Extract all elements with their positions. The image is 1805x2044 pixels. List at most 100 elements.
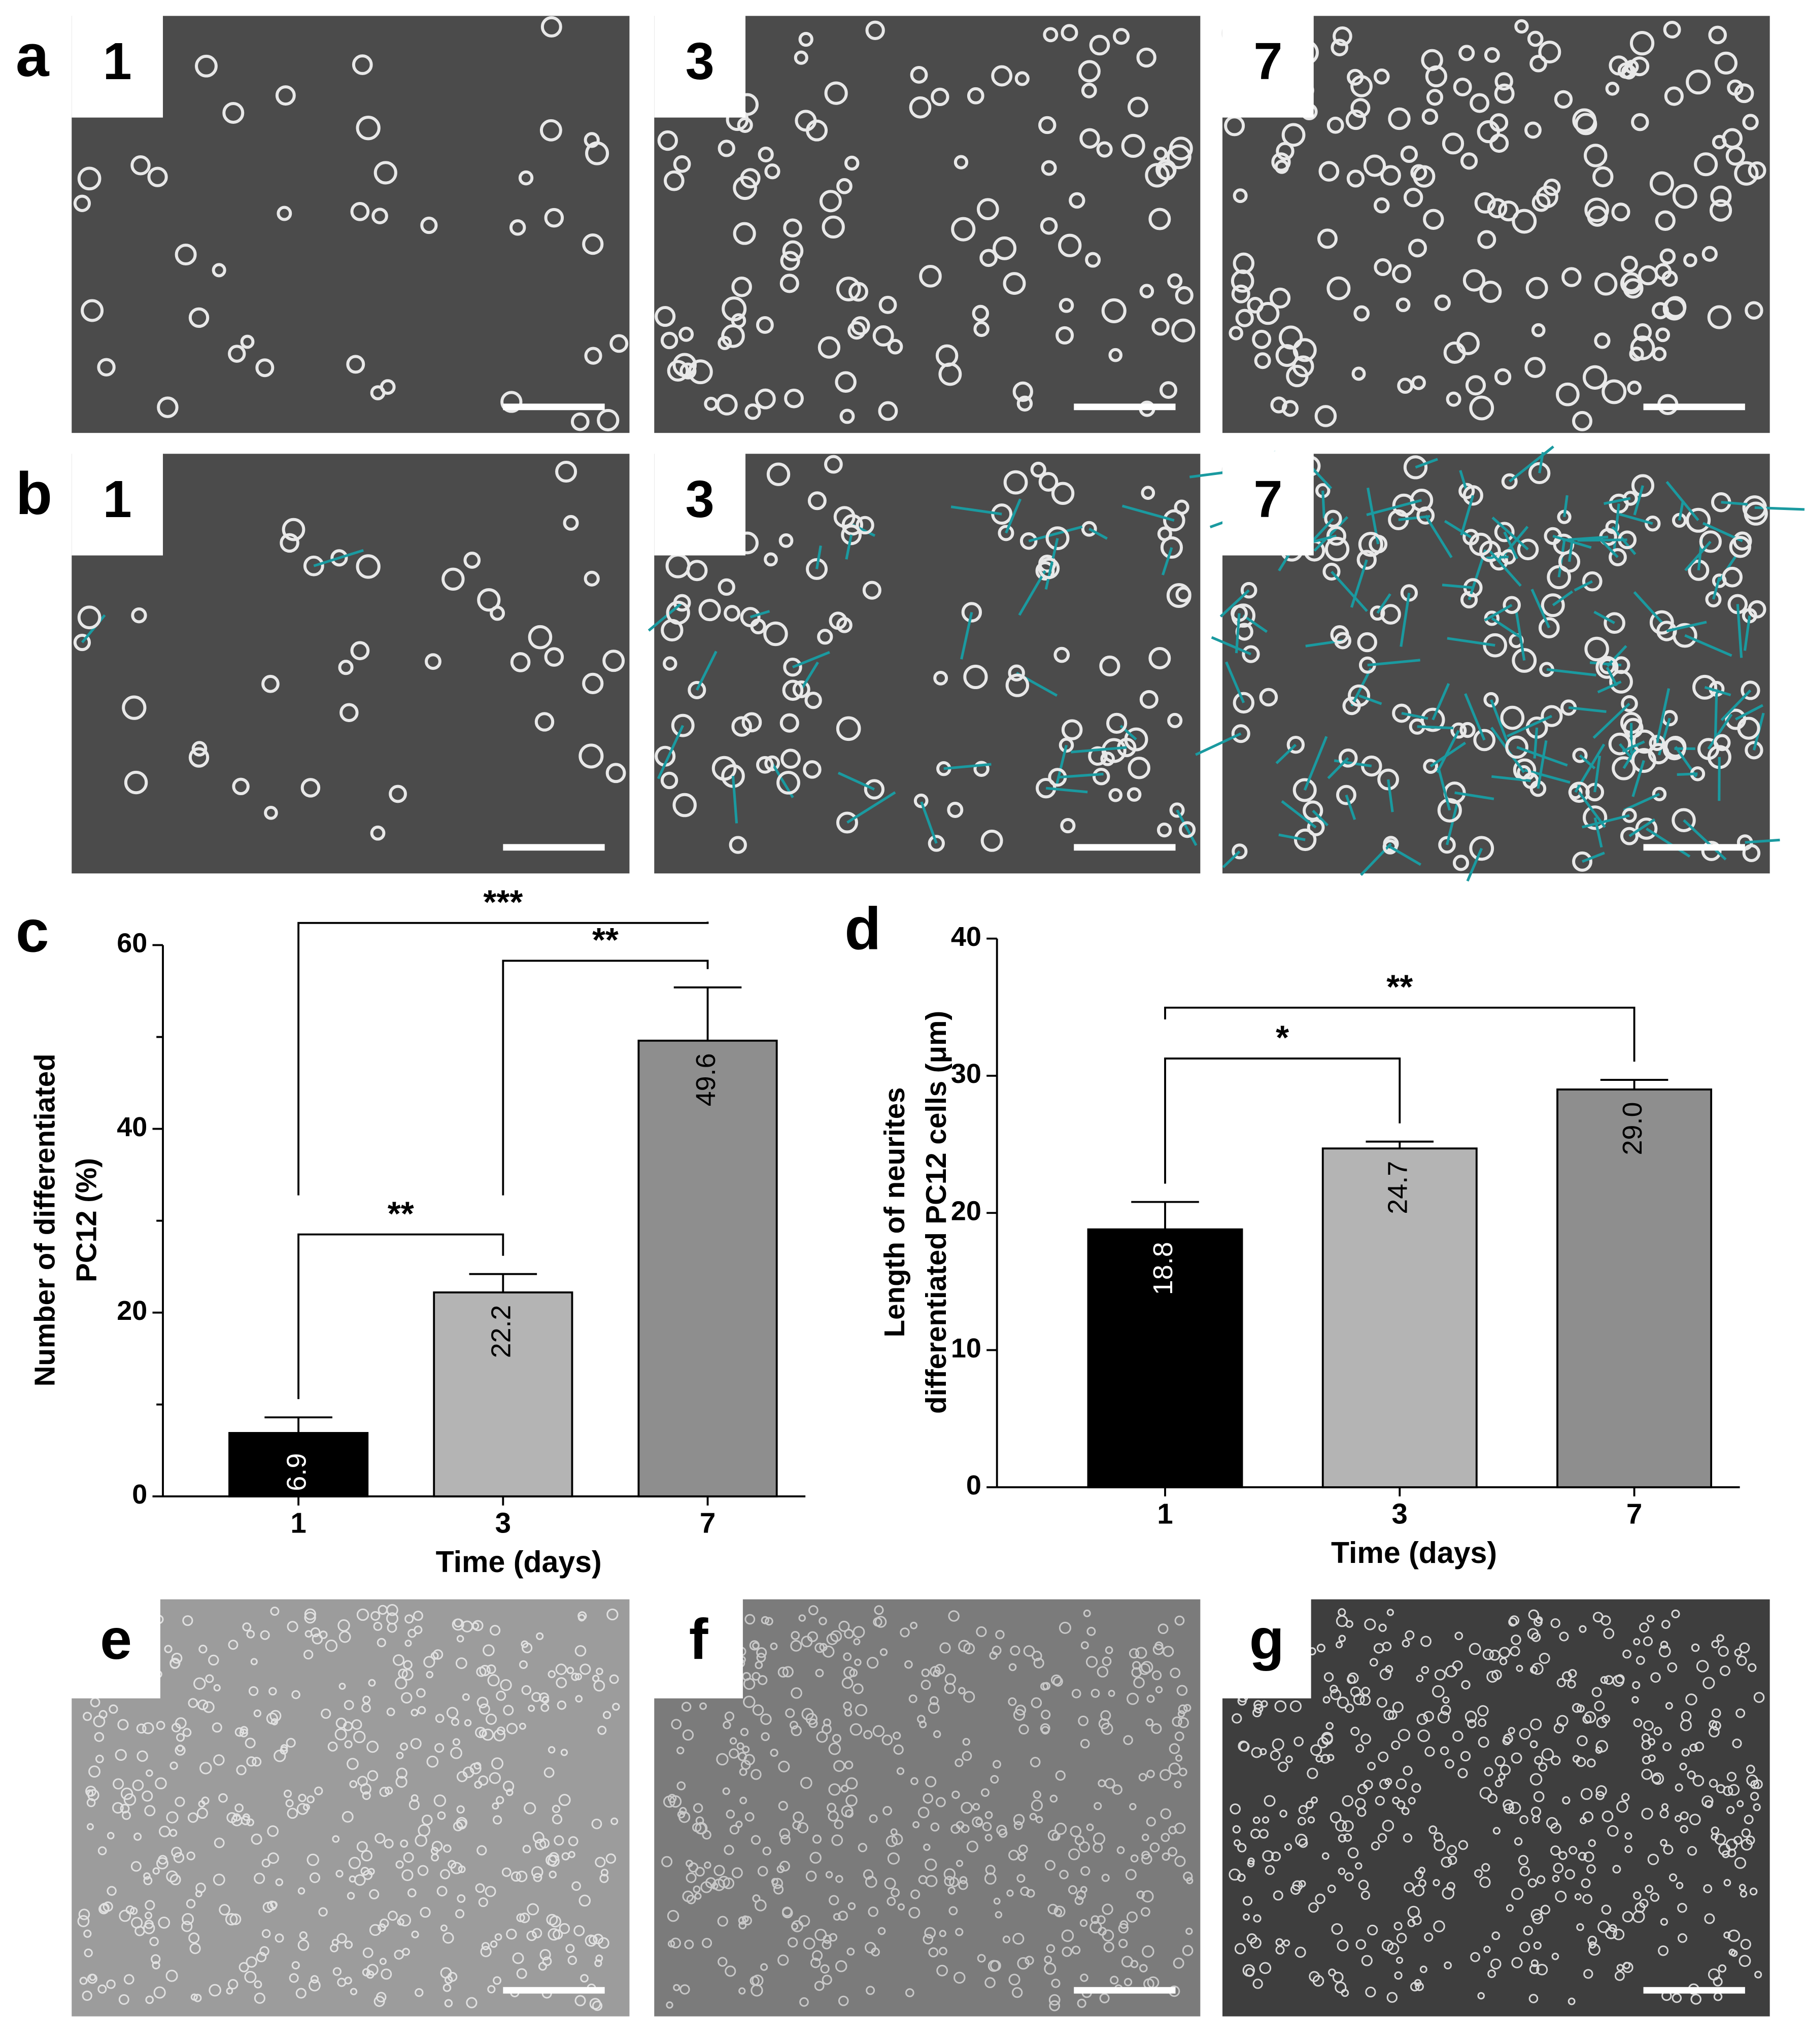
panel-label: b: [16, 460, 52, 527]
cell: [349, 1875, 356, 1883]
cell: [1270, 1750, 1281, 1761]
cell: [967, 87, 984, 105]
neurite-trace: [1574, 580, 1593, 592]
cell: [1407, 1905, 1420, 1919]
cell: [739, 1796, 747, 1804]
cell: [1347, 1672, 1359, 1684]
cell: [664, 170, 685, 191]
cell: [816, 1731, 828, 1743]
cell: [962, 1738, 970, 1746]
cell: [1479, 1787, 1492, 1799]
neurite-trace: [1176, 809, 1198, 846]
cell: [556, 1677, 567, 1688]
cell: [1293, 828, 1317, 851]
cell: [1658, 1645, 1671, 1658]
cell: [1006, 1889, 1014, 1897]
cell: [792, 680, 810, 698]
cell: [565, 1944, 575, 1953]
cell: [1658, 1945, 1669, 1956]
cell: [1477, 230, 1496, 249]
cell: [1672, 1993, 1682, 2003]
cell: [533, 1872, 542, 1882]
cell: [155, 1777, 167, 1790]
cell: [704, 396, 719, 411]
cell: [1132, 1661, 1141, 1670]
cell: [721, 324, 745, 348]
cell: [1060, 818, 1076, 834]
cell: [1416, 1675, 1424, 1682]
cell: [403, 1660, 413, 1670]
cell: [1586, 1758, 1596, 1768]
cell: [1582, 1714, 1592, 1724]
neurite-trace: [1235, 613, 1241, 654]
cell: [1517, 538, 1539, 561]
y-tick-label: 20: [117, 1296, 147, 1326]
cell: [1675, 1815, 1682, 1822]
cell: [188, 1932, 200, 1944]
cell: [143, 1922, 155, 1934]
cell: [743, 1695, 756, 1708]
cell: [338, 660, 354, 675]
cell: [142, 1722, 154, 1734]
neurite-trace: [1503, 531, 1519, 560]
cell: [1033, 1657, 1044, 1668]
cell: [1558, 1851, 1568, 1860]
cell: [1539, 1652, 1550, 1664]
cell: [1581, 1878, 1591, 1888]
cell: [1272, 1738, 1284, 1751]
neurite-trace: [1506, 714, 1552, 738]
cell: [1295, 1947, 1306, 1958]
cell: [236, 1764, 247, 1776]
cell: [1745, 741, 1763, 760]
cell: [1240, 582, 1257, 599]
cell: [280, 1744, 288, 1752]
cell: [765, 1617, 773, 1626]
cell: [1417, 1729, 1431, 1742]
cell: [1555, 1890, 1567, 1902]
cell: [744, 1812, 755, 1822]
cell: [1524, 357, 1546, 378]
cell: [1418, 1879, 1426, 1887]
cell: [385, 1786, 393, 1795]
cell: [175, 1796, 185, 1807]
cell: [1171, 318, 1196, 343]
cell: [1059, 1869, 1069, 1880]
cell: [1271, 152, 1291, 172]
cell: [1373, 1643, 1384, 1654]
cell: [1735, 1708, 1746, 1718]
cell: [1148, 647, 1171, 669]
cell: [1484, 47, 1500, 63]
cell: [1371, 1841, 1380, 1851]
cell: [1500, 705, 1525, 730]
cell: [481, 1941, 490, 1951]
cell: [275, 85, 296, 106]
cell: [1605, 1927, 1617, 1939]
cell: [384, 1838, 394, 1849]
cell: [874, 1605, 884, 1615]
neurite-trace: [657, 725, 685, 779]
cell: [779, 1828, 790, 1839]
cell: [1487, 198, 1508, 219]
cell: [807, 491, 827, 510]
cell: [584, 132, 600, 148]
significance-label: **: [1386, 968, 1413, 1006]
cell: [1275, 1938, 1284, 1947]
cell: [289, 1973, 299, 1983]
cell: [943, 1868, 956, 1880]
cell: [189, 1943, 201, 1954]
cell: [755, 388, 776, 410]
cell: [855, 1704, 868, 1717]
cell: [1058, 233, 1082, 257]
cell: [1298, 1880, 1306, 1888]
cell: [1633, 1718, 1643, 1727]
cell: [1232, 843, 1248, 860]
cell: [1709, 1726, 1720, 1738]
cell: [539, 1692, 549, 1703]
cell: [280, 533, 299, 553]
cell: [268, 1687, 277, 1696]
cell: [1420, 1636, 1432, 1647]
cell: [918, 1875, 928, 1885]
cell: [1511, 1634, 1521, 1645]
cell: [1061, 719, 1083, 740]
cell: [1491, 1931, 1501, 1940]
